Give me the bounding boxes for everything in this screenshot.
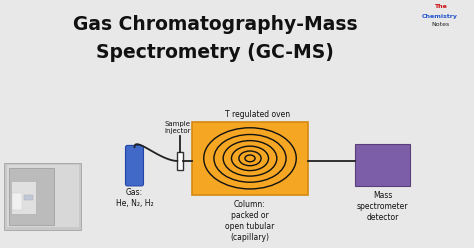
Bar (4, 163, 82, 230)
Bar (192, 122, 308, 195)
Text: Notes: Notes (431, 22, 449, 27)
Text: Mass
spectrometer
detector: Mass spectrometer detector (357, 191, 408, 222)
Bar (11, 181, 36, 214)
Text: T regulated oven: T regulated oven (225, 110, 290, 119)
Bar (355, 144, 410, 186)
Text: The: The (434, 4, 447, 9)
Text: Sample
injector: Sample injector (165, 121, 191, 134)
Text: Column:
packed or
open tubular
(capillary): Column: packed or open tubular (capillar… (225, 200, 275, 242)
Bar (177, 152, 183, 170)
Bar (24, 195, 33, 200)
Text: Spectrometry (GC-MS): Spectrometry (GC-MS) (96, 43, 334, 62)
Text: Chemistry: Chemistry (422, 13, 458, 19)
Bar (7, 165, 79, 227)
FancyBboxPatch shape (126, 145, 144, 186)
Text: Gas Chromatography-Mass: Gas Chromatography-Mass (73, 14, 357, 33)
Bar (12, 193, 22, 210)
Bar (9, 168, 54, 225)
Text: Gas:
He, N₂, H₂: Gas: He, N₂, H₂ (116, 188, 153, 208)
